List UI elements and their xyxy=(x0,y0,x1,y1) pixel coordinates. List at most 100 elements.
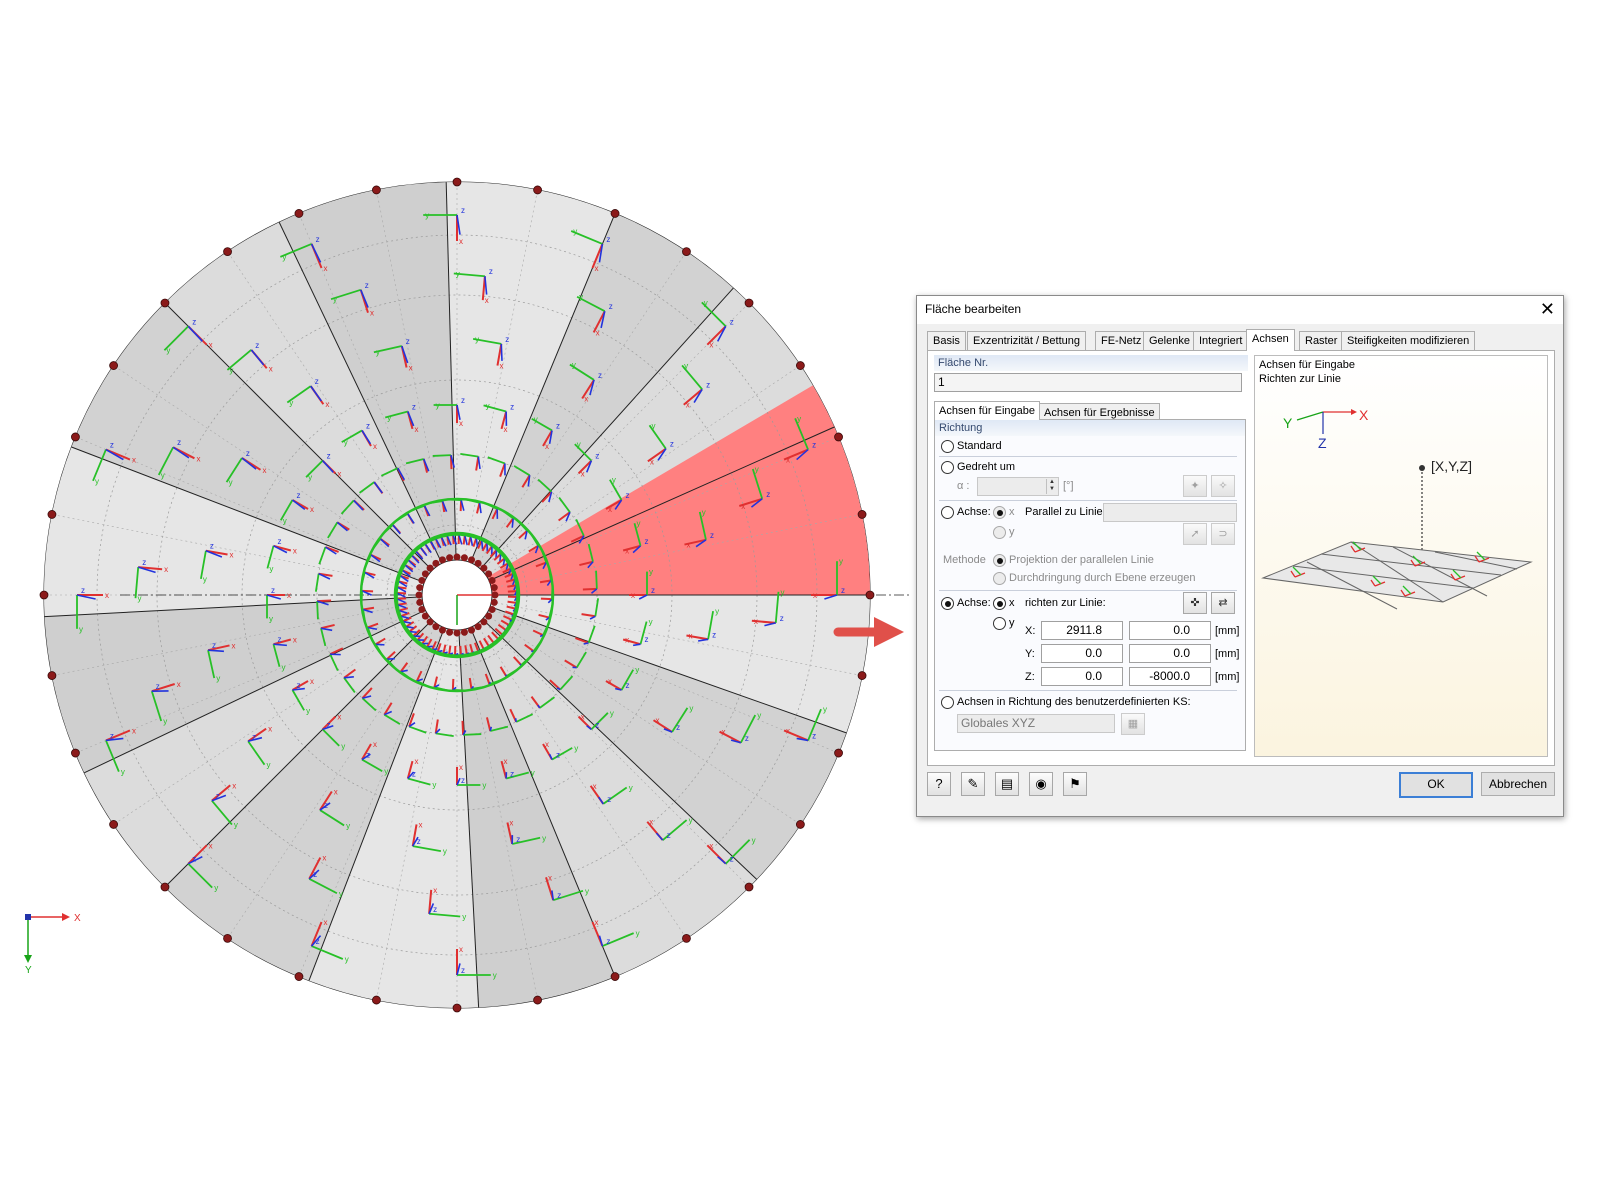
local-z-arrow xyxy=(456,404,461,420)
surface-node xyxy=(71,432,80,442)
local-y-label: y xyxy=(436,401,440,410)
help-icon[interactable]: ? xyxy=(927,772,951,796)
local-y-arrow xyxy=(200,550,207,580)
pick-point-icon[interactable]: ✜ xyxy=(1183,592,1207,614)
tab-eccentricity[interactable]: Exzentrizität / Bettung xyxy=(967,331,1086,350)
local-axis-symbol xyxy=(361,687,377,712)
local-z-arrow xyxy=(400,669,408,673)
local-x-label: x xyxy=(649,818,653,827)
radio-axis-direct[interactable] xyxy=(941,597,954,610)
local-y-arrow xyxy=(340,499,355,515)
pick-line-icon[interactable]: ➚ xyxy=(1183,523,1207,545)
local-y-label: y xyxy=(684,361,688,370)
radio-direct-x[interactable] xyxy=(993,597,1006,610)
local-axis-symbol: xyz xyxy=(605,666,639,691)
coord-y1-field[interactable]: 0.0 xyxy=(1041,644,1123,663)
local-x-label: x xyxy=(409,364,413,373)
mesh-line xyxy=(491,514,863,589)
local-x-label: x xyxy=(322,854,326,863)
local-x-arrow xyxy=(459,645,462,655)
local-z-arrow xyxy=(322,460,334,473)
radio-axis-parallel[interactable] xyxy=(941,506,954,519)
surface-number-field[interactable]: 1 xyxy=(934,373,1242,392)
surface-edge xyxy=(458,629,480,1008)
local-axis-symbol: xyz xyxy=(225,449,266,487)
subtab-result-axes[interactable]: Achsen für Ergebnisse xyxy=(1039,403,1160,422)
radio-standard[interactable] xyxy=(941,440,954,453)
info-icon[interactable]: ⚑ xyxy=(1063,772,1087,796)
local-axis-symbol xyxy=(343,668,356,693)
local-y-label: y xyxy=(95,477,99,486)
edit-icon[interactable]: ✎ xyxy=(961,772,985,796)
tab-basis[interactable]: Basis xyxy=(927,331,966,350)
coord-z2-field[interactable]: -8000.0 xyxy=(1129,667,1211,686)
local-z-label: z xyxy=(595,720,599,729)
local-x-label: x xyxy=(741,502,745,511)
radio-user-cs[interactable] xyxy=(941,696,954,709)
local-y-arrow xyxy=(595,570,598,589)
local-axis-symbol: xyz xyxy=(247,725,272,770)
alpha-field[interactable]: ▲ ▼ xyxy=(977,477,1059,496)
tab-fe-mesh[interactable]: FE-Netz xyxy=(1095,331,1148,350)
pick-angle2-icon[interactable]: ✧ xyxy=(1211,475,1235,497)
local-z-arrow xyxy=(429,540,437,551)
local-z-label: z xyxy=(730,317,734,326)
units-icon[interactable]: ▤ xyxy=(995,772,1019,796)
radio-parallel-x[interactable] xyxy=(993,506,1006,519)
radio-method-projection[interactable] xyxy=(993,554,1006,567)
tab-hinges[interactable]: Gelenke xyxy=(1143,331,1196,350)
alpha-spinner[interactable]: ▲ ▼ xyxy=(1046,479,1057,494)
local-z-arrow xyxy=(373,481,383,494)
tab-modify-stiffness[interactable]: Steifigkeiten modifizieren xyxy=(1341,331,1476,350)
surface-node xyxy=(834,432,843,442)
local-x-arrow xyxy=(485,545,493,555)
select-line-icon[interactable]: ⊃ xyxy=(1211,523,1235,545)
local-x-arrow xyxy=(489,549,498,558)
local-y-arrow xyxy=(384,410,409,419)
user-cs-picker-icon[interactable]: ▦ xyxy=(1121,713,1145,735)
user-cs-select[interactable]: Globales XYZ xyxy=(957,714,1115,733)
local-x-arrow xyxy=(581,613,596,618)
radio-rotated[interactable] xyxy=(941,461,954,474)
preview-line2: Richten zur Linie xyxy=(1259,373,1341,385)
ok-button[interactable]: OK xyxy=(1399,772,1473,798)
radio-parallel-y[interactable] xyxy=(993,526,1006,539)
mesh-line xyxy=(485,365,801,576)
local-x-label: x xyxy=(177,680,181,689)
mesh-line xyxy=(491,601,863,676)
inner-node xyxy=(485,570,493,578)
tab-integrated[interactable]: Integriert xyxy=(1193,331,1249,350)
radio-method-intersection[interactable] xyxy=(993,572,1006,585)
local-z-label: z xyxy=(277,635,281,644)
local-y-label: y xyxy=(229,478,233,487)
radio-direct-y[interactable] xyxy=(993,617,1006,630)
local-y-label: y xyxy=(306,706,310,715)
surface-node xyxy=(223,247,232,257)
local-z-arrow xyxy=(397,467,406,481)
local-z-arrow xyxy=(750,498,763,508)
coord-x2-field[interactable]: 0.0 xyxy=(1129,621,1211,640)
local-y-arrow xyxy=(594,598,600,617)
local-axis-symbol xyxy=(513,465,531,488)
surface-edge xyxy=(480,287,734,570)
tab-axes[interactable]: Achsen xyxy=(1246,329,1295,351)
coord-x1-field[interactable]: 2911.8 xyxy=(1041,621,1123,640)
local-z-label: z xyxy=(607,795,611,804)
view-icon[interactable]: ◉ xyxy=(1029,772,1053,796)
close-icon[interactable]: ✕ xyxy=(1539,299,1555,319)
local-x-arrow xyxy=(500,760,508,779)
local-axis-symbol xyxy=(405,458,430,473)
local-y-arrow xyxy=(740,714,757,744)
local-axes-field: x y z x y z x y z x y z x y z x y z x y z x y z x y z x y z x y z x y z x y z x… xyxy=(76,206,845,980)
local-x-arrow xyxy=(524,643,535,652)
pick-two-points-icon[interactable]: ⇄ xyxy=(1211,592,1235,614)
subtab-input-axes[interactable]: Achsen für Eingabe xyxy=(934,401,1041,420)
coord-z1-field[interactable]: 0.0 xyxy=(1041,667,1123,686)
coord-y2-field[interactable]: 0.0 xyxy=(1129,644,1211,663)
pick-angle-icon[interactable]: ✦ xyxy=(1183,475,1207,497)
tab-grid[interactable]: Raster xyxy=(1299,331,1344,350)
surface-node xyxy=(160,882,170,892)
parallel-line-field[interactable] xyxy=(1103,503,1237,522)
cancel-button[interactable]: Abbrechen xyxy=(1481,772,1555,796)
